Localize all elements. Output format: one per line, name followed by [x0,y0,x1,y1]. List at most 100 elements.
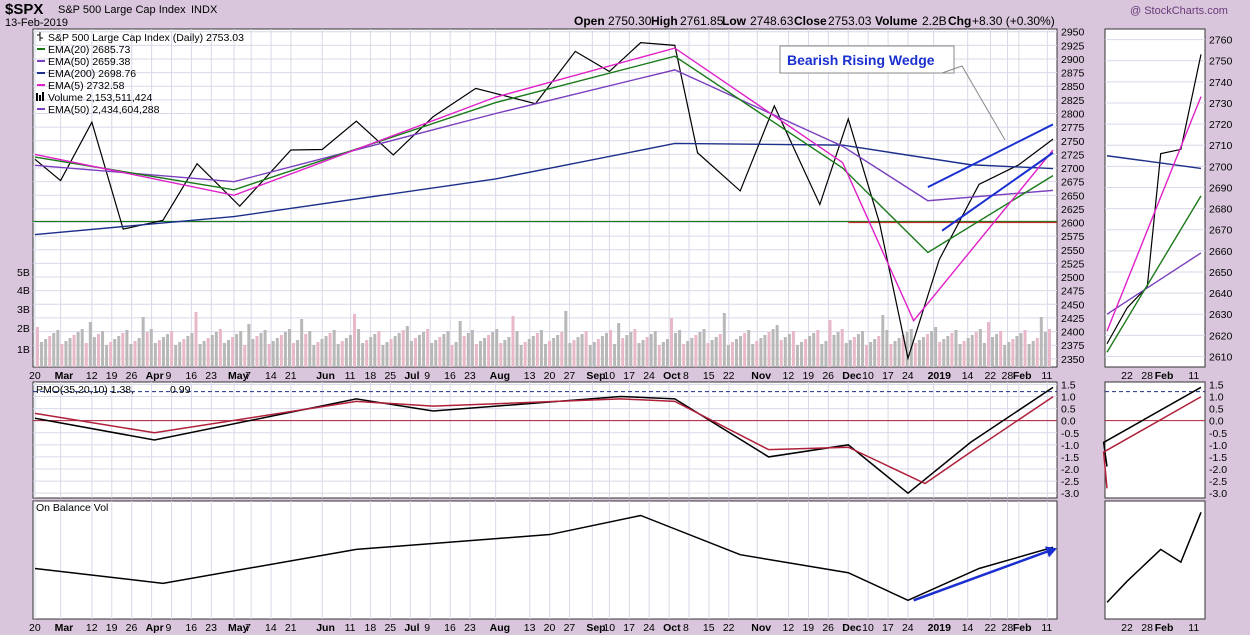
volume-bar [747,330,751,367]
chg-label: Chg [948,14,971,28]
chart-panels [32,28,1206,620]
wedge-lower-line [941,151,1054,232]
inset-y-tick-label: 2760 [1209,35,1233,47]
volume-bar [905,332,909,367]
volume-bar [324,336,328,367]
pmo-inset-y-tick-label: 1.5 [1209,379,1224,391]
y-tick-label: 2650 [1061,190,1085,202]
volume-bar [865,345,869,367]
x-tick-label: Mar [55,370,74,382]
volume-axis-label: 2B [17,323,30,335]
volume-bar [637,343,641,367]
volume-bar [166,334,170,367]
volume-bar [1035,338,1039,367]
volume-bar [113,339,117,367]
volume-bar [405,326,409,367]
pmo-inset-y-tick-label: 0.0 [1209,416,1224,428]
volume-bar [515,331,519,367]
volume-bar [170,331,174,367]
x-tick-label: 14 [265,370,277,382]
x-tick-label: 21 [285,622,297,634]
volume-bars [36,311,1051,367]
inset-y-tick-label: 2690 [1209,182,1233,194]
volume-bar [1007,342,1011,367]
volume-bar [161,337,165,367]
x-tick-label: 19 [802,370,814,382]
inset-series-line [1106,252,1202,315]
volume-bar [397,333,401,367]
chg-value: +8.30 (+0.30%) [972,14,1055,28]
y-tick-label: 2575 [1061,231,1085,243]
volume-bar [478,341,482,367]
obv-inset-series-line [1106,512,1202,603]
volume-bar [820,344,824,367]
x-tick-label: Jun [316,622,335,634]
volume-bar [698,332,702,367]
low-label: Low [722,14,747,28]
x-tick-label: 8 [683,370,689,382]
x-tick-label: 28 [1002,370,1014,382]
x-tick-label: 23 [205,622,217,634]
volume-bar [621,338,625,367]
volume-bar [560,332,564,367]
volume-bar [121,333,125,367]
volume-bar [239,331,243,367]
pmo-inset-series-line [1102,386,1202,467]
volume-bar [101,331,105,367]
volume-bar [523,342,527,367]
volume-bar [726,345,730,367]
x-tick-label: 26 [126,622,138,634]
volume-bar [450,345,454,367]
volume-bar [88,322,92,367]
x-tick-label: 27 [564,622,576,634]
volume-bar [633,329,637,367]
x-tick-label: Sep [586,370,605,382]
x-tick-label: 16 [185,622,197,634]
volume-bar [426,329,430,367]
volume-bar [68,338,72,367]
x-tick-label: 22 [723,370,735,382]
panel-inset [1104,28,1206,368]
volume-bar [913,343,917,367]
obv-trend-arrow [913,548,1054,602]
volume-bar [930,331,934,367]
volume-bar [604,333,608,367]
volume-bar [474,344,478,367]
y-tick-label: 2750 [1061,136,1085,148]
inset-y-tick-label: 2730 [1209,98,1233,110]
chart-exchange: INDX [191,4,218,16]
x-tick-label: 10 [603,622,615,634]
volume-bar [267,344,271,367]
obv-series-line [34,514,1054,602]
volume-bar [844,343,848,367]
x-tick-label: 17 [623,622,635,634]
inset-y-tick-label: 2700 [1209,161,1233,173]
volume-bar [507,337,511,367]
volume-bar [584,331,588,367]
volume-bar [92,337,96,367]
x-tick-label: 18 [365,370,377,382]
volume-axis-label: 1B [17,344,30,356]
pmo-y-tick-label: 0.0 [1061,416,1076,428]
annotation-box [779,45,955,74]
volume-bar [893,341,897,367]
volume-bar [454,342,458,367]
volume-bar [487,335,491,367]
volume-bar [308,331,312,367]
volume-bar [503,340,507,367]
volume-bar [609,330,613,367]
x-tick-label: 16 [185,370,197,382]
y-tick-label: 2550 [1061,245,1085,257]
y-tick-label: 2475 [1061,286,1085,298]
volume-bar [832,335,836,367]
volume-bar [556,335,560,367]
volume-bar [499,343,503,367]
volume-bar [227,340,231,367]
volume-bar [743,333,747,367]
volume-bar [759,338,763,367]
legend: S&P 500 Large Cap Index (Daily) 2753.03E… [36,32,244,116]
volume-bar [572,340,576,367]
pmo-label: PMO(35,20,10) 1.38, [36,384,134,396]
pmo-y-tick-label: -3.0 [1061,488,1079,500]
volume-bar [860,331,864,367]
